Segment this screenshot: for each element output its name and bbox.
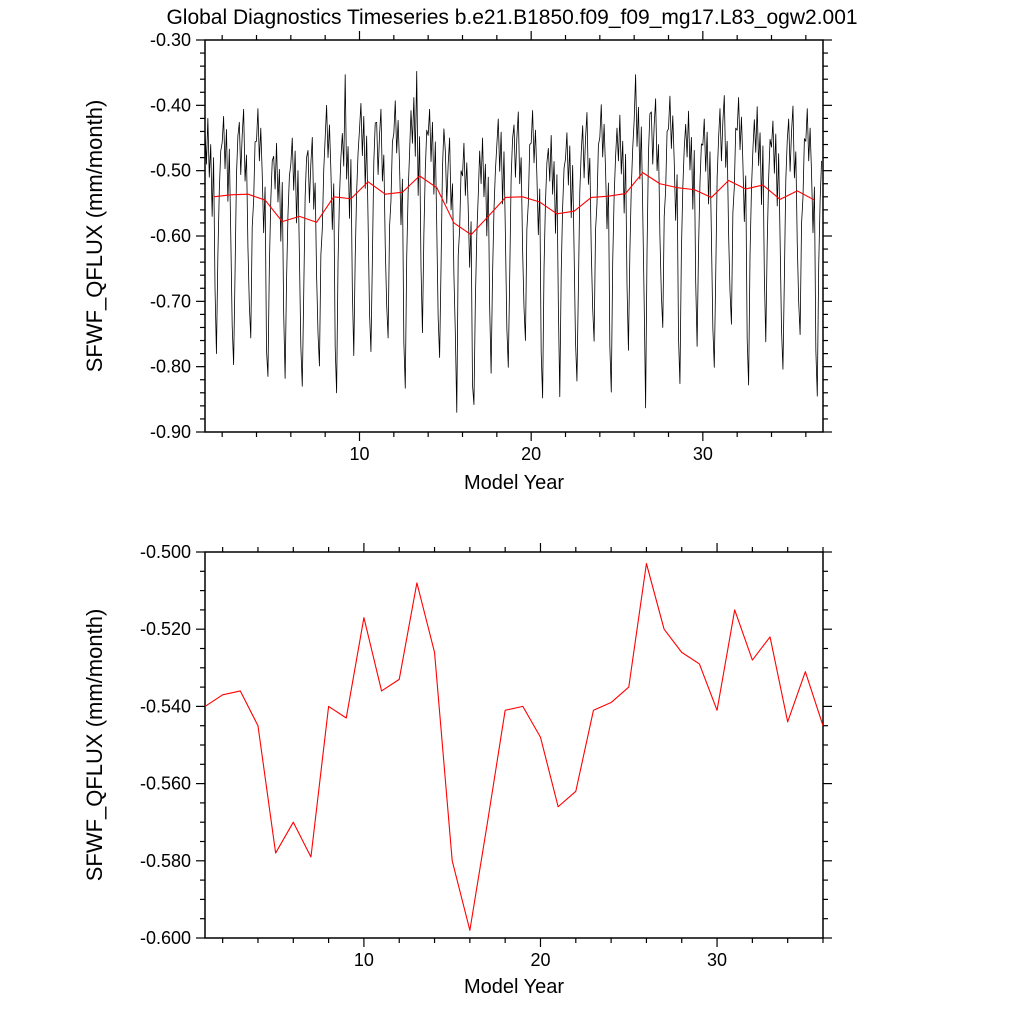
bottom-x-axis-label: Model Year bbox=[463, 976, 565, 998]
bottom-chart-y-tick-label: -0.580 bbox=[140, 851, 191, 871]
top-chart-y-tick-label: -0.30 bbox=[150, 30, 191, 50]
top-chart-y-tick-label: -0.90 bbox=[150, 422, 191, 442]
bottom-chart-y-tick-label: -0.600 bbox=[140, 928, 191, 948]
bottom-y-axis-label: SFWF_QFLUX (mm/month) bbox=[82, 608, 107, 882]
bottom-chart-x-tick-label: 30 bbox=[707, 950, 727, 970]
top-x-axis-label: Model Year bbox=[463, 472, 565, 494]
bottom-chart: -0.500 -0.520 -0.540 -0.560 -0.580 -0.600 10 20… bbox=[140, 542, 832, 970]
top-chart-annual-mean-line bbox=[213, 172, 815, 236]
top-chart-x-tick-label: 30 bbox=[693, 444, 713, 464]
top-chart-y-tick-label: -0.50 bbox=[150, 161, 191, 181]
top-chart-y-tick-label: -0.40 bbox=[150, 95, 191, 115]
top-chart-y-tick-label: -0.70 bbox=[150, 291, 191, 311]
bottom-chart-y-tick-label: -0.520 bbox=[140, 619, 191, 639]
top-chart-y-tick-label: -0.60 bbox=[150, 226, 191, 246]
bottom-chart-frame bbox=[204, 551, 824, 939]
bottom-chart-y-tick-label: -0.500 bbox=[140, 542, 191, 562]
plot-title: Global Diagnostics Timeseries b.e21.B185… bbox=[166, 6, 858, 29]
bottom-chart-x-tick-label: 10 bbox=[354, 950, 374, 970]
bottom-chart-y-tick-label: -0.560 bbox=[140, 774, 191, 794]
bottom-chart-y-tick-label: -0.540 bbox=[140, 696, 191, 716]
bottom-chart-x-tick-label: 20 bbox=[530, 950, 550, 970]
top-chart: -0.30 -0.40 -0.50 -0.60 -0.70 -0.80 -0.90 10 20 3… bbox=[150, 30, 832, 464]
top-y-axis-label: SFWF_QFLUX (mm/month) bbox=[82, 99, 107, 373]
top-chart-x-tick-label: 20 bbox=[521, 444, 541, 464]
bottom-chart-annual-mean-line bbox=[204, 563, 824, 931]
top-chart-x-tick-label: 10 bbox=[349, 444, 369, 464]
top-chart-frame bbox=[204, 39, 824, 433]
top-chart-monthly-line bbox=[204, 70, 822, 413]
top-chart-y-tick-label: -0.80 bbox=[150, 357, 191, 377]
